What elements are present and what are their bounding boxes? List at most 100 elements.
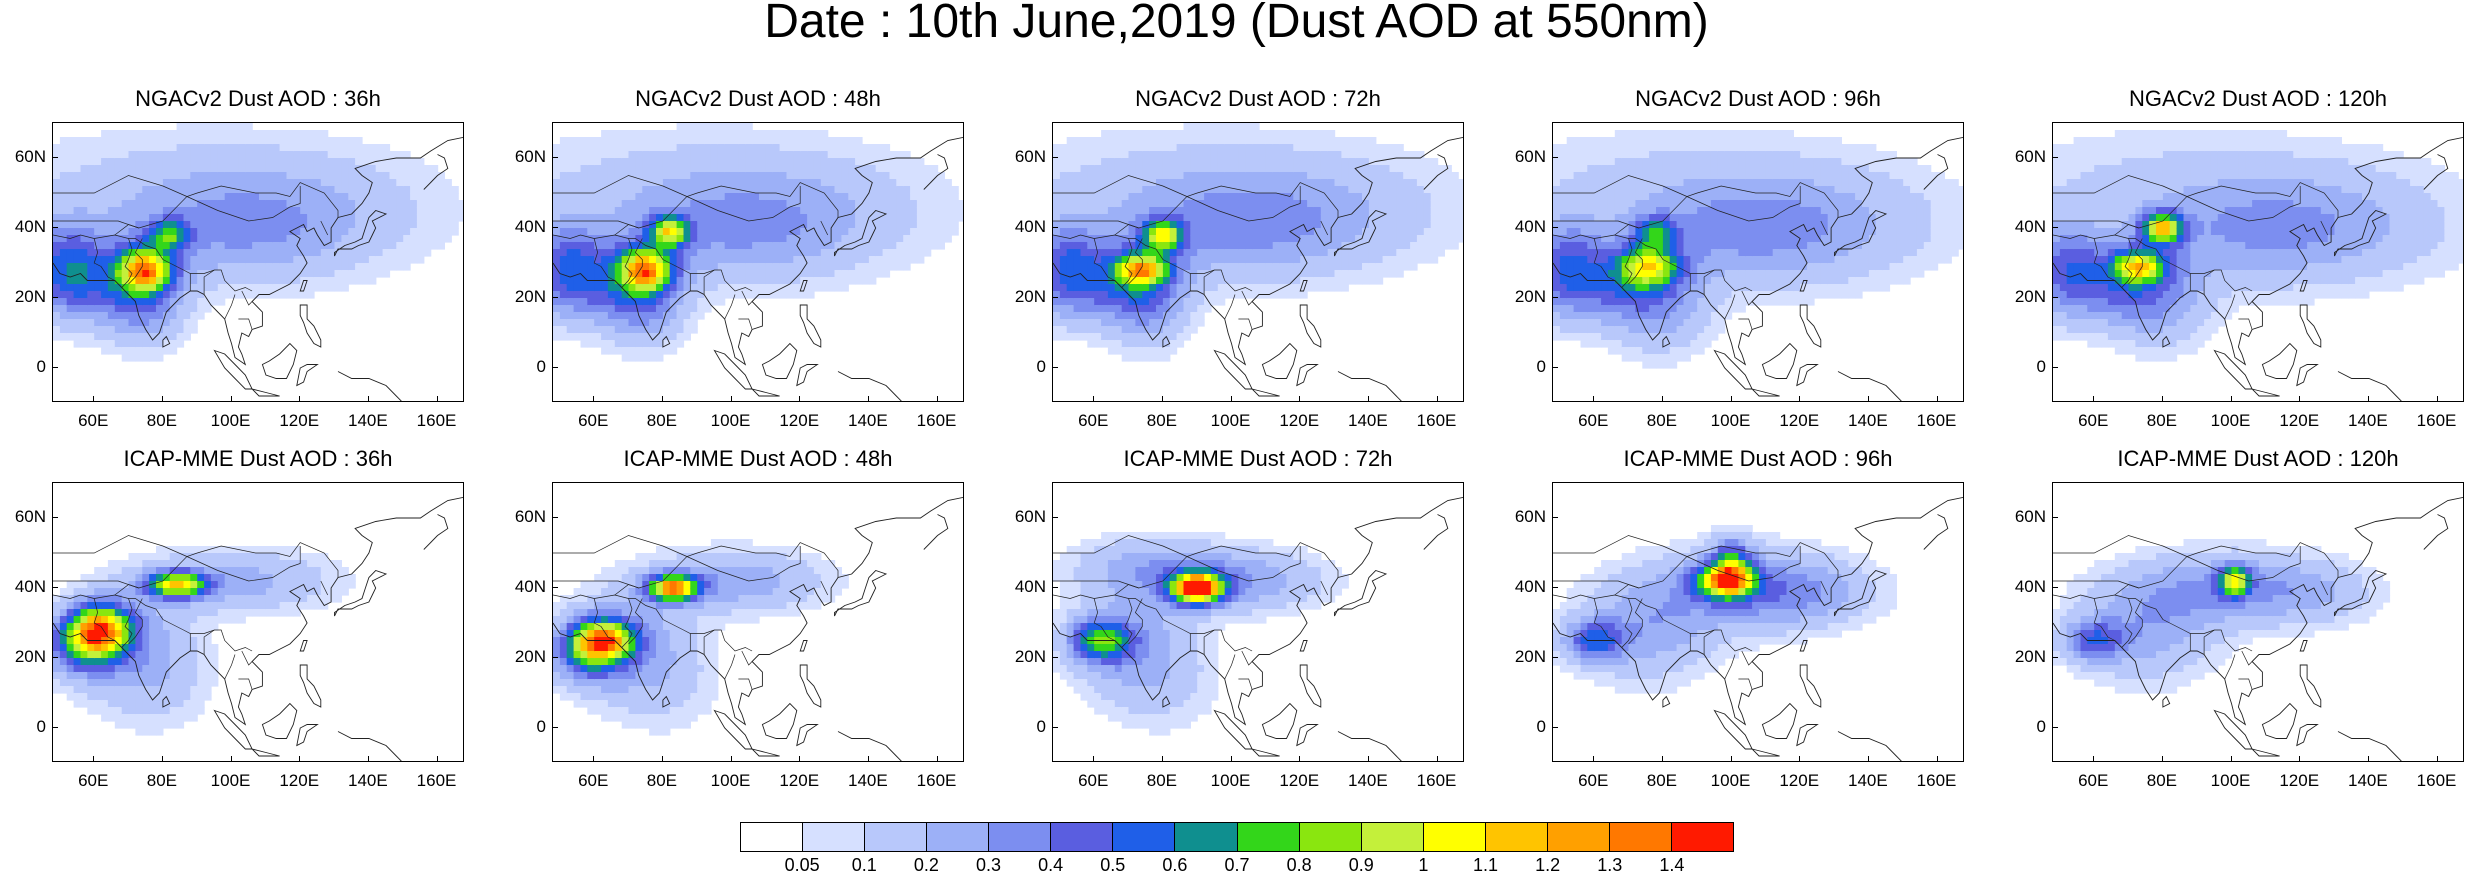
lat-tick [2052,227,2058,228]
lon-tick [437,396,438,402]
colorbar-swatch [1238,823,1300,851]
lat-tick [1552,297,1558,298]
lon-tick-label: 80E [1132,772,1192,790]
dust-aod-map [1553,123,1964,402]
lat-tick-label: 20N [1510,288,1546,306]
lat-tick-label: 20N [1010,288,1046,306]
lat-tick [552,367,558,368]
lat-tick [552,297,558,298]
lon-tick-label: 60E [1563,412,1623,430]
colorbar-swatch [1300,823,1362,851]
colorbar-label: 0.2 [896,855,956,875]
map-panel [552,122,964,402]
lon-tick-label: 140E [2338,412,2398,430]
dust-aod-map [53,483,464,762]
lat-tick [1052,297,1058,298]
lon-tick [1299,756,1300,762]
lon-tick [368,756,369,762]
lon-tick-label: 120E [769,772,829,790]
panel-title: NGACv2 Dust AOD : 72h [1048,86,1468,112]
colorbar-swatch [865,823,927,851]
map-panel [52,482,464,762]
lat-tick [1552,727,1558,728]
lon-tick-label: 120E [1769,412,1829,430]
lat-tick [552,657,558,658]
aod-field [553,539,849,736]
lon-tick-label: 100E [1201,412,1261,430]
lat-tick [52,227,58,228]
map-panel [52,122,464,402]
lon-tick [2162,756,2163,762]
lat-tick-label: 60N [1510,148,1546,166]
lat-tick [52,517,58,518]
lat-tick [52,367,58,368]
map-panel [552,482,964,762]
lat-tick-label: 60N [2010,148,2046,166]
lat-tick-label: 40N [2010,218,2046,236]
lon-tick-label: 80E [1632,412,1692,430]
lat-tick-label: 60N [510,508,546,526]
lon-tick [162,756,163,762]
map-panel [2052,482,2464,762]
aod-field [2053,539,2390,694]
lon-tick [1937,396,1938,402]
lat-tick [52,157,58,158]
panel-title: ICAP-MME Dust AOD : 96h [1548,446,1968,472]
lon-tick [731,756,732,762]
lat-tick-label: 40N [1510,578,1546,596]
lat-tick [1552,517,1558,518]
lat-tick [2052,157,2058,158]
map-panel [2052,122,2464,402]
dust-aod-map [553,123,964,402]
lat-tick [2052,367,2058,368]
colorbar-swatch [1175,823,1237,851]
lat-tick-label: 40N [510,218,546,236]
lon-tick-label: 140E [1838,772,1898,790]
lon-tick [1868,756,1869,762]
lat-tick [1052,157,1058,158]
lon-tick [1368,756,1369,762]
colorbar-label: 1.3 [1580,855,1640,875]
lon-tick-label: 80E [132,772,192,790]
lon-tick [1593,396,1594,402]
lon-tick [93,396,94,402]
lon-tick-label: 140E [1338,772,1398,790]
lon-tick-label: 160E [407,772,467,790]
lon-tick [868,396,869,402]
lon-tick [937,756,938,762]
lat-tick-label: 60N [10,508,46,526]
lon-tick [299,396,300,402]
lat-tick-label: 40N [10,578,46,596]
colorbar-label: 1 [1393,855,1453,875]
lon-tick [1299,396,1300,402]
lat-tick-label: 40N [510,578,546,596]
lon-tick [2162,396,2163,402]
lon-tick-label: 120E [1269,772,1329,790]
aod-field [553,123,964,362]
colorbar-label: 0.1 [834,855,894,875]
colorbar-label: 0.9 [1331,855,1391,875]
lon-tick [2093,396,2094,402]
lon-tick [1162,756,1163,762]
lon-tick-label: 140E [338,772,398,790]
panel-title: ICAP-MME Dust AOD : 72h [1048,446,1468,472]
lon-tick-label: 60E [1063,412,1123,430]
lat-tick-label: 0 [1010,718,1046,736]
lon-tick-label: 160E [2407,412,2467,430]
colorbar-label: 1.1 [1456,855,1516,875]
lon-tick-label: 140E [838,412,898,430]
lon-tick [231,396,232,402]
lat-tick [1052,367,1058,368]
lon-tick-label: 60E [2063,412,2123,430]
lat-tick [552,727,558,728]
lon-tick-label: 160E [1407,412,1467,430]
lon-tick [2368,396,2369,402]
colorbar-swatch [1672,823,1733,851]
map-panel [1552,482,1964,762]
lon-tick [1937,756,1938,762]
lon-tick-label: 100E [701,772,761,790]
lat-tick-label: 20N [2010,648,2046,666]
lon-tick-label: 80E [132,412,192,430]
lon-tick-label: 140E [338,412,398,430]
aod-field [1553,130,1964,369]
